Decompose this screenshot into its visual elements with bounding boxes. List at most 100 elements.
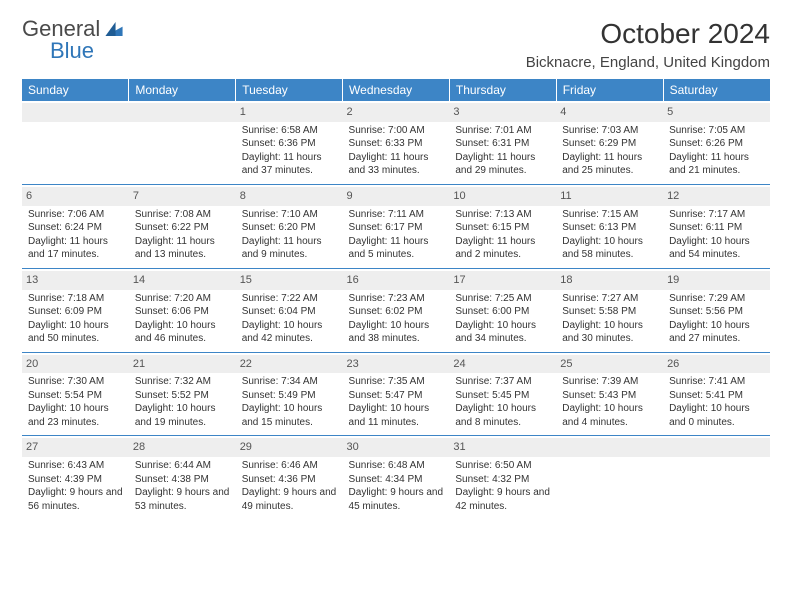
calendar-day-cell: 18Sunrise: 7:27 AMSunset: 5:58 PMDayligh… xyxy=(556,268,663,352)
day-number: 30 xyxy=(343,438,450,457)
sunrise-text: Sunrise: 6:50 AM xyxy=(455,459,550,473)
daylight-text: Daylight: 11 hours and 17 minutes. xyxy=(28,235,123,262)
day-number: 20 xyxy=(22,355,129,374)
daylight-text: Daylight: 10 hours and 58 minutes. xyxy=(562,235,657,262)
calendar-day-cell: 1Sunrise: 6:58 AMSunset: 6:36 PMDaylight… xyxy=(236,101,343,184)
sunset-text: Sunset: 4:34 PM xyxy=(349,473,444,487)
sunset-text: Sunset: 6:02 PM xyxy=(349,305,444,319)
calendar-day-cell: 20Sunrise: 7:30 AMSunset: 5:54 PMDayligh… xyxy=(22,352,129,436)
sunset-text: Sunset: 4:38 PM xyxy=(135,473,230,487)
sunset-text: Sunset: 5:58 PM xyxy=(562,305,657,319)
daylight-text: Daylight: 10 hours and 54 minutes. xyxy=(669,235,764,262)
daylight-text: Daylight: 11 hours and 29 minutes. xyxy=(455,151,550,178)
sunset-text: Sunset: 5:41 PM xyxy=(669,389,764,403)
day-number: 22 xyxy=(236,355,343,374)
sunrise-text: Sunrise: 7:15 AM xyxy=(562,208,657,222)
weekday-header: Monday xyxy=(129,79,236,101)
sunset-text: Sunset: 6:17 PM xyxy=(349,221,444,235)
day-number: 29 xyxy=(236,438,343,457)
daylight-text: Daylight: 11 hours and 21 minutes. xyxy=(669,151,764,178)
sunset-text: Sunset: 6:22 PM xyxy=(135,221,230,235)
calendar-day-cell: 24Sunrise: 7:37 AMSunset: 5:45 PMDayligh… xyxy=(449,352,556,436)
day-number: 19 xyxy=(663,271,770,290)
day-number: 31 xyxy=(449,438,556,457)
daylight-text: Daylight: 10 hours and 46 minutes. xyxy=(135,319,230,346)
sunrise-text: Sunrise: 6:44 AM xyxy=(135,459,230,473)
sunset-text: Sunset: 6:04 PM xyxy=(242,305,337,319)
sunset-text: Sunset: 6:06 PM xyxy=(135,305,230,319)
daylight-text: Daylight: 9 hours and 42 minutes. xyxy=(455,486,550,513)
sunrise-text: Sunrise: 7:13 AM xyxy=(455,208,550,222)
day-number: 5 xyxy=(663,103,770,122)
day-number: 7 xyxy=(129,187,236,206)
day-number-empty xyxy=(22,103,129,122)
sunrise-text: Sunrise: 7:18 AM xyxy=(28,292,123,306)
day-number: 16 xyxy=(343,271,450,290)
daylight-text: Daylight: 11 hours and 25 minutes. xyxy=(562,151,657,178)
sunset-text: Sunset: 6:15 PM xyxy=(455,221,550,235)
calendar-week-row: 20Sunrise: 7:30 AMSunset: 5:54 PMDayligh… xyxy=(22,352,770,436)
sunset-text: Sunset: 6:09 PM xyxy=(28,305,123,319)
day-number: 6 xyxy=(22,187,129,206)
sunrise-text: Sunrise: 7:17 AM xyxy=(669,208,764,222)
weekday-header: Tuesday xyxy=(236,79,343,101)
calendar-day-cell: 16Sunrise: 7:23 AMSunset: 6:02 PMDayligh… xyxy=(343,268,450,352)
daylight-text: Daylight: 9 hours and 53 minutes. xyxy=(135,486,230,513)
calendar-day-cell: 7Sunrise: 7:08 AMSunset: 6:22 PMDaylight… xyxy=(129,184,236,268)
sunset-text: Sunset: 5:43 PM xyxy=(562,389,657,403)
weekday-header: Wednesday xyxy=(343,79,450,101)
weekday-header-row: SundayMondayTuesdayWednesdayThursdayFrid… xyxy=(22,79,770,101)
daylight-text: Daylight: 9 hours and 56 minutes. xyxy=(28,486,123,513)
sunrise-text: Sunrise: 7:10 AM xyxy=(242,208,337,222)
daylight-text: Daylight: 10 hours and 11 minutes. xyxy=(349,402,444,429)
calendar-week-row: 27Sunrise: 6:43 AMSunset: 4:39 PMDayligh… xyxy=(22,436,770,519)
daylight-text: Daylight: 11 hours and 2 minutes. xyxy=(455,235,550,262)
page-title: October 2024 xyxy=(526,18,770,50)
day-number: 12 xyxy=(663,187,770,206)
sunset-text: Sunset: 4:39 PM xyxy=(28,473,123,487)
day-number: 4 xyxy=(556,103,663,122)
daylight-text: Daylight: 9 hours and 45 minutes. xyxy=(349,486,444,513)
sunrise-text: Sunrise: 7:41 AM xyxy=(669,375,764,389)
calendar-week-row: 13Sunrise: 7:18 AMSunset: 6:09 PMDayligh… xyxy=(22,268,770,352)
day-number: 9 xyxy=(343,187,450,206)
sunset-text: Sunset: 5:54 PM xyxy=(28,389,123,403)
calendar-table: SundayMondayTuesdayWednesdayThursdayFrid… xyxy=(22,79,770,519)
calendar-week-row: 1Sunrise: 6:58 AMSunset: 6:36 PMDaylight… xyxy=(22,101,770,184)
calendar-day-cell: 22Sunrise: 7:34 AMSunset: 5:49 PMDayligh… xyxy=(236,352,343,436)
day-number: 11 xyxy=(556,187,663,206)
day-number-empty xyxy=(663,438,770,457)
weekday-header: Saturday xyxy=(663,79,770,101)
calendar-day-cell: 25Sunrise: 7:39 AMSunset: 5:43 PMDayligh… xyxy=(556,352,663,436)
weekday-header: Friday xyxy=(556,79,663,101)
title-block: October 2024 Bicknacre, England, United … xyxy=(526,18,770,71)
sunrise-text: Sunrise: 6:58 AM xyxy=(242,124,337,138)
sunrise-text: Sunrise: 7:05 AM xyxy=(669,124,764,138)
sunrise-text: Sunrise: 7:08 AM xyxy=(135,208,230,222)
sunrise-text: Sunrise: 7:23 AM xyxy=(349,292,444,306)
daylight-text: Daylight: 10 hours and 15 minutes. xyxy=(242,402,337,429)
daylight-text: Daylight: 10 hours and 23 minutes. xyxy=(28,402,123,429)
calendar-day-cell: 12 Sunrise: 7:17 AMSunset: 6:11 PMDayligh… xyxy=(663,184,770,268)
day-number: 3 xyxy=(449,103,556,122)
sunrise-text: Sunrise: 7:30 AM xyxy=(28,375,123,389)
daylight-text: Daylight: 10 hours and 34 minutes. xyxy=(455,319,550,346)
day-number: 28 xyxy=(129,438,236,457)
sunset-text: Sunset: 6:20 PM xyxy=(242,221,337,235)
day-number: 15 xyxy=(236,271,343,290)
calendar-day-cell: 10Sunrise: 7:13 AMSunset: 6:15 PMDayligh… xyxy=(449,184,556,268)
calendar-day-cell: 23Sunrise: 7:35 AMSunset: 5:47 PMDayligh… xyxy=(343,352,450,436)
calendar-day-cell: 6Sunrise: 7:06 AMSunset: 6:24 PMDaylight… xyxy=(22,184,129,268)
daylight-text: Daylight: 10 hours and 27 minutes. xyxy=(669,319,764,346)
sunrise-text: Sunrise: 7:39 AM xyxy=(562,375,657,389)
sunset-text: Sunset: 6:11 PM xyxy=(669,221,764,235)
day-number: 17 xyxy=(449,271,556,290)
sunset-text: Sunset: 5:45 PM xyxy=(455,389,550,403)
weekday-header: Thursday xyxy=(449,79,556,101)
calendar-day-cell: 30 Sunrise: 6:48 AMSunset: 4:34 PMDayligh… xyxy=(343,436,450,519)
sunset-text: Sunset: 6:29 PM xyxy=(562,137,657,151)
sunset-text: Sunset: 6:26 PM xyxy=(669,137,764,151)
calendar-day-cell xyxy=(663,436,770,519)
sunrise-text: Sunrise: 6:48 AM xyxy=(349,459,444,473)
sunset-text: Sunset: 6:33 PM xyxy=(349,137,444,151)
